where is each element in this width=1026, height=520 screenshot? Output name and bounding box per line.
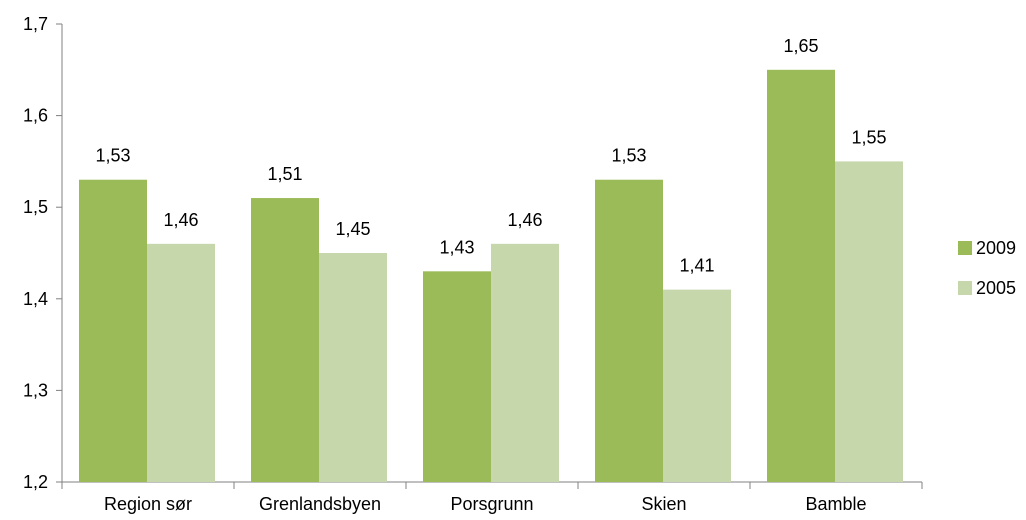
data-label: 1,46 [507, 210, 542, 230]
data-label: 1,45 [335, 219, 370, 239]
y-tick-label: 1,2 [23, 472, 48, 492]
legend-swatch [958, 281, 972, 295]
x-tick-label: Region sør [104, 494, 192, 514]
data-label: 1,41 [679, 256, 714, 276]
legend-swatch [958, 241, 972, 255]
data-label: 1,43 [439, 237, 474, 257]
legend: 2009 2005 [958, 238, 1016, 298]
bar-2009 [595, 179, 663, 482]
x-tick-label: Grenlandsbyen [259, 494, 381, 514]
bar-2009 [423, 271, 491, 482]
x-tick-label: Skien [641, 494, 686, 514]
data-label: 1,46 [163, 210, 198, 230]
data-label: 1,53 [611, 146, 646, 166]
bar-2005 [663, 289, 731, 482]
bar-2005 [835, 161, 903, 482]
legend-label: 2009 [976, 238, 1016, 258]
data-label: 1,53 [95, 146, 130, 166]
bar-2009 [251, 198, 319, 483]
data-label: 1,65 [783, 36, 818, 56]
bar-2009 [79, 179, 147, 482]
y-tick-label: 1,4 [23, 289, 48, 309]
y-tick-label: 1,7 [23, 14, 48, 34]
x-tick-label: Porsgrunn [450, 494, 533, 514]
bars: 1,53 1,51 1,43 1,53 1,65 1,46 1,45 1,46 1,41 1,55 [79, 36, 903, 483]
bar-2009 [767, 69, 835, 483]
x-axis: Region sør Grenlandsbyen Porsgrunn Skien Bam… [61, 481, 923, 514]
data-label: 1,55 [851, 127, 886, 147]
x-tick-label: Bamble [805, 494, 866, 514]
data-label: 1,51 [267, 164, 302, 184]
y-tick-label: 1,6 [23, 106, 48, 126]
bar-2005 [491, 243, 559, 482]
bar-2005 [319, 253, 387, 482]
y-tick-label: 1,5 [23, 197, 48, 217]
y-axis: 1,2 1,3 1,4 1,5 1,6 1,7 [23, 14, 63, 492]
legend-label: 2005 [976, 278, 1016, 298]
bar-2005 [147, 243, 215, 482]
y-tick-label: 1,3 [23, 380, 48, 400]
